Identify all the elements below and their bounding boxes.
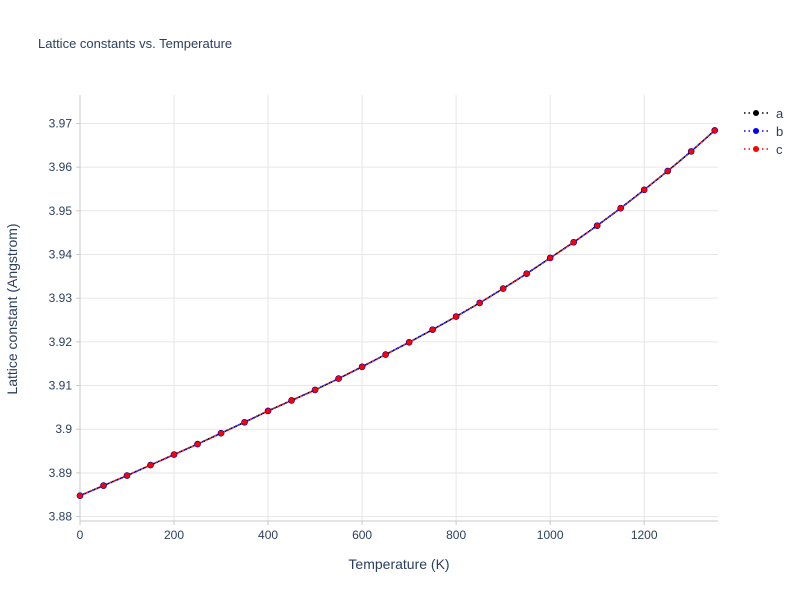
x-axis-label: Temperature (K) [348,556,450,572]
y-tick-label: 3.96 [49,160,73,174]
y-tick-label: 3.93 [49,291,73,305]
legend-swatch-b-icon [744,128,768,134]
x-tick-label: 400 [258,528,278,542]
x-tick-label: 0 [77,528,84,542]
y-tick-label: 3.89 [49,466,73,480]
y-axis-label: Lattice constant (Angstrom) [4,223,20,395]
legend-item-a[interactable]: a [742,104,783,122]
chart-title: Lattice constants vs. Temperature [38,36,233,51]
legend-label-a: a [776,105,784,121]
legend: a b c [742,104,783,158]
x-tick-label: 600 [352,528,372,542]
series-line-b [79,129,716,497]
y-tick-label: 3.9 [55,422,72,436]
legend-swatch-c-icon [744,146,768,152]
series-line-c [79,129,716,497]
series-markers-c [77,127,718,499]
legend-label-b: b [776,123,784,139]
series-markers-b [76,127,718,499]
legend-swatch-a-icon [744,110,768,116]
series-line-a [79,129,716,497]
legend-label-c: c [776,141,783,157]
axes [76,95,718,525]
y-tick-label: 3.94 [49,247,73,261]
legend-item-b[interactable]: b [742,122,783,140]
y-tick-label: 3.92 [49,335,73,349]
gridlines [79,95,718,521]
y-tick-label: 3.88 [49,510,73,524]
x-tick-label: 1000 [537,528,564,542]
y-tick-label: 3.95 [49,204,73,218]
x-tick-label: 1200 [631,528,658,542]
y-tick-label: 3.91 [49,379,73,393]
legend-item-c[interactable]: c [742,140,783,158]
x-tick-label: 200 [164,528,184,542]
x-tick-label: 800 [446,528,466,542]
tick-labels: 0 200 400 600 800 1000 1200 3.88 3.89 3.9 3.91 3.92… [49,116,658,542]
series-markers-a [76,127,719,499]
y-tick-label: 3.97 [49,116,73,130]
